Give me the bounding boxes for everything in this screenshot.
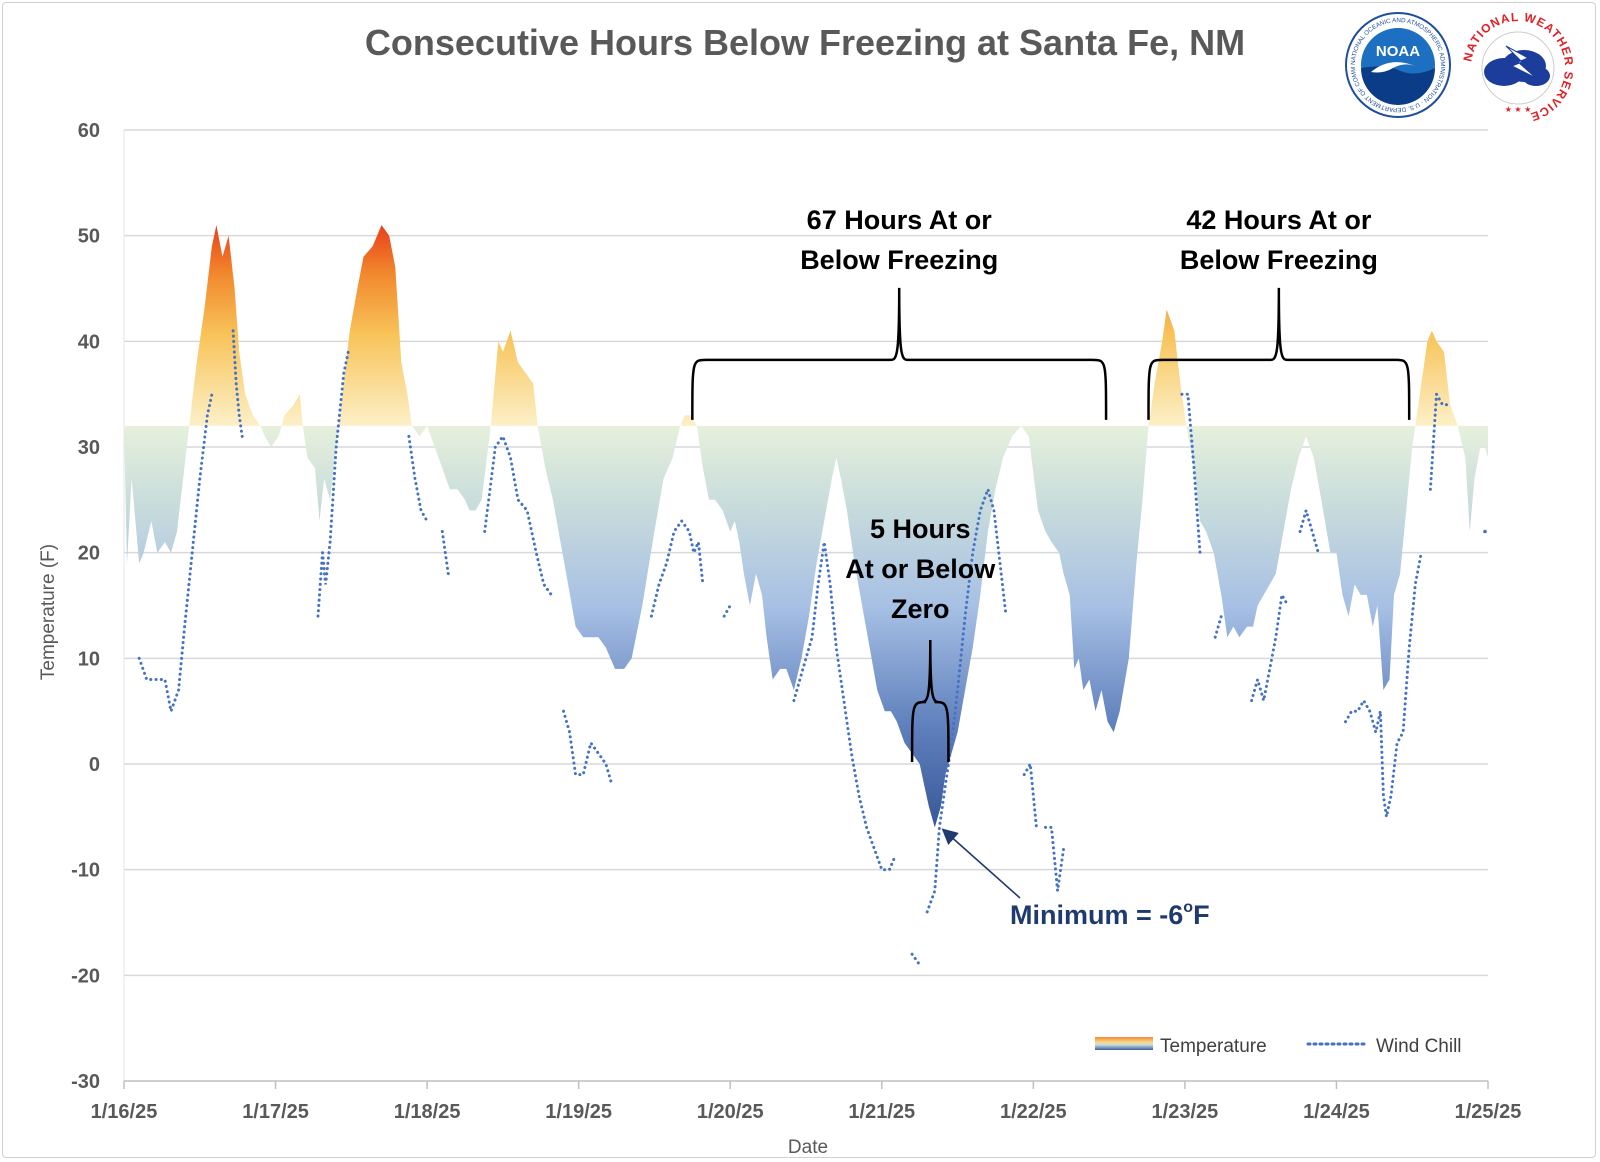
y-tick-label: 10	[78, 648, 100, 670]
wind-chill-segment	[407, 434, 429, 523]
wind-chill-segment	[1250, 590, 1290, 703]
wind-chill-segment	[137, 392, 214, 717]
y-tick-label: -20	[71, 965, 100, 987]
temperature-above-freezing-area	[124, 225, 1488, 426]
x-axis-ticks: 1/16/25 1/17/25 1/18/25 1/19/25 1/20/25 1/21/…	[91, 1081, 1522, 1123]
x-tick-label: 1/18/25	[394, 1101, 461, 1123]
y-axis-title: Temperature (F)	[38, 544, 59, 680]
minimum-label: Minimum = -6oF	[1010, 899, 1210, 930]
y-tick-label: 0	[89, 754, 100, 776]
y-tick-label: 50	[78, 226, 100, 248]
wind-chill-segment	[1344, 551, 1423, 818]
wind-chill-segment	[562, 709, 614, 787]
legend-wind-chill-label: Wind Chill	[1376, 1036, 1462, 1057]
wind-chill-segment	[440, 530, 450, 576]
x-tick-label: 1/20/25	[697, 1101, 764, 1123]
x-tick-label: 1/19/25	[545, 1101, 612, 1123]
wind-chill-segment	[1044, 825, 1066, 892]
y-tick-label: 40	[78, 331, 100, 353]
wind-chill-segment	[925, 484, 1008, 914]
y-tick-label: 20	[78, 543, 100, 565]
wind-chill-segment	[1213, 614, 1223, 639]
x-tick-label: 1/21/25	[848, 1101, 915, 1123]
annotation-5-hours-line-1: 5 Hours	[870, 514, 971, 544]
brace-42-hours	[1147, 287, 1411, 420]
wind-chill-point	[1483, 529, 1487, 534]
wind-chill-segment	[1022, 759, 1038, 829]
wind-chill-series	[137, 329, 1487, 967]
legend: Temperature Wind Chill	[1095, 1036, 1462, 1057]
y-tick-label: 60	[78, 120, 100, 142]
x-axis-title: Date	[788, 1137, 828, 1158]
x-tick-label: 1/22/25	[1000, 1101, 1067, 1123]
wind-chill-segment	[910, 952, 922, 967]
temperature-below-freezing-area	[124, 426, 1488, 828]
minimum-label-degree: o	[1183, 899, 1193, 916]
nws-logo: NATIONAL WEATHER SERVICE ★ ★ ★	[1462, 12, 1574, 124]
x-tick-label: 1/23/25	[1152, 1101, 1219, 1123]
minimum-arrow	[941, 828, 1021, 899]
wind-chill-segment	[316, 350, 350, 618]
wind-chill-segment	[722, 604, 732, 618]
chart-title: Consecutive Hours Below Freezing at Sant…	[364, 22, 1246, 63]
x-tick-label: 1/16/25	[91, 1101, 158, 1123]
brace-5-hours	[910, 639, 950, 763]
wind-chill-segment	[483, 433, 553, 597]
wind-chill-segment	[1180, 392, 1202, 555]
legend-temperature-swatch	[1095, 1037, 1153, 1050]
y-tick-label: -30	[71, 1071, 100, 1093]
annotation-42-hours-line-1: 42 Hours At or	[1186, 205, 1372, 235]
temperature-area	[124, 225, 1488, 828]
wind-chill-segment	[649, 518, 705, 618]
brace-67-hours	[691, 287, 1108, 420]
annotations: 67 Hours At or Below Freezing 42 Hours At …	[691, 205, 1411, 930]
annotation-42-hours-line-2: Below Freezing	[1180, 245, 1378, 275]
noaa-logo: NATIONAL OCEANIC AND ATMOSPHERIC ADMINIS…	[1345, 12, 1451, 118]
svg-text:★ ★ ★: ★ ★ ★	[1505, 105, 1532, 114]
x-tick-label: 1/24/25	[1303, 1101, 1370, 1123]
y-tick-label: 30	[78, 437, 100, 459]
x-tick-label: 1/17/25	[242, 1101, 309, 1123]
annotation-67-hours-line-2: Below Freezing	[800, 245, 998, 275]
noaa-text: NOAA	[1376, 43, 1420, 60]
minimum-label-unit: F	[1193, 900, 1210, 930]
annotation-5-hours-line-3: Zero	[891, 594, 950, 624]
y-tick-label: -10	[71, 860, 100, 882]
wind-chill-segment	[1428, 389, 1451, 491]
annotation-67-hours-line-1: 67 Hours At or	[807, 205, 993, 235]
legend-temperature-label: Temperature	[1160, 1036, 1267, 1057]
y-axis-ticks: 60 50 40 30 20 10 0 -10 -20 -30	[71, 120, 100, 1093]
wind-chill-segment	[1298, 504, 1320, 555]
x-tick-label: 1/25/25	[1455, 1101, 1522, 1123]
minimum-label-text: Minimum = -6	[1010, 900, 1183, 930]
annotation-5-hours-line-2: At or Below	[845, 554, 996, 584]
wind-chill-segment	[231, 329, 244, 438]
